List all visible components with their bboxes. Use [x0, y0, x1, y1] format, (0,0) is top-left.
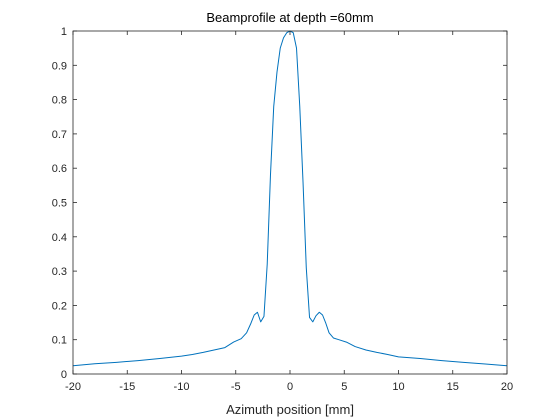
- x-tick-label: -20: [65, 381, 81, 393]
- x-tick-label: -10: [174, 381, 190, 393]
- x-tick-label: -5: [231, 381, 241, 393]
- x-tick-label: 10: [392, 381, 404, 393]
- y-tick-label: 0.5: [52, 198, 67, 210]
- y-tick-label: 0.9: [52, 60, 67, 72]
- y-tick-label: 0.7: [52, 129, 67, 141]
- y-axis-ticks: 0 0.1 0.2 0.3 0.4 0.5 0.6 0.7 0.8 0.9 1: [52, 26, 507, 381]
- x-tick-label: 20: [501, 381, 513, 393]
- x-tick-label: 15: [447, 381, 459, 393]
- y-tick-label: 0.1: [52, 335, 67, 347]
- y-tick-label: 0.2: [52, 300, 67, 312]
- x-tick-label: 5: [341, 381, 347, 393]
- y-tick-label: 0.6: [52, 163, 67, 175]
- y-tick-label: 0.8: [52, 95, 67, 107]
- x-axis-label: Azimuth position [mm]: [226, 402, 354, 417]
- y-tick-label: 1: [61, 26, 67, 38]
- y-tick-label: 0: [61, 369, 67, 381]
- y-tick-label: 0.3: [52, 266, 67, 278]
- x-tick-label: 0: [287, 381, 293, 393]
- chart-title: Beamprofile at depth =60mm: [206, 10, 373, 25]
- x-tick-label: -15: [119, 381, 135, 393]
- x-axis-ticks: -20 -15 -10 -5 0 5 10 15 20: [65, 31, 513, 393]
- y-tick-label: 0.4: [52, 232, 67, 244]
- plot-area: [73, 31, 507, 374]
